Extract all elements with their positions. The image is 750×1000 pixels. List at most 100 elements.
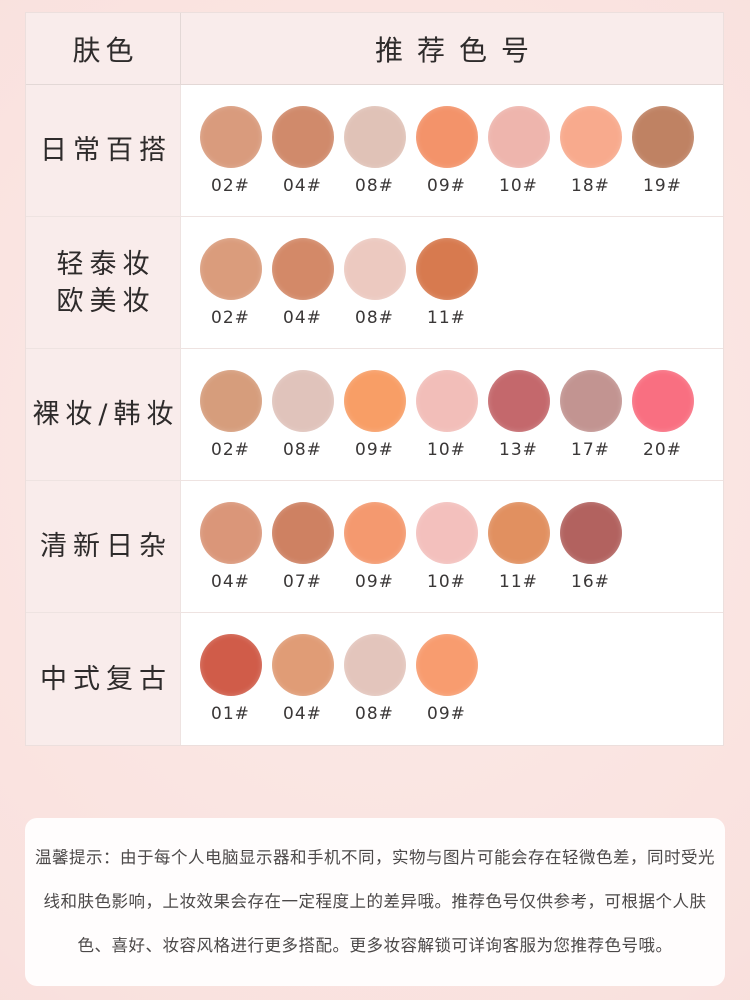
shade-circle-icon: [487, 105, 550, 168]
shade-swatch: 08#: [343, 634, 406, 724]
shade-code-label: 01#: [211, 704, 250, 724]
shade-swatch: 02#: [199, 105, 262, 196]
skin-tone-label-line: 轻泰妆: [56, 248, 156, 280]
shade-swatch: 04#: [271, 634, 334, 724]
shade-swatch: 07#: [271, 501, 334, 592]
shade-swatch: 17#: [559, 369, 622, 460]
skin-tone-label-line: 清新日杂: [40, 531, 172, 562]
table-row: 中式复古 01# 04# 08# 09#: [26, 613, 723, 745]
swatch-group: 02# 08# 09# 10# 13# 17# 20#: [181, 349, 723, 480]
shade-swatch: 01#: [199, 634, 262, 724]
shade-table: 肤色 推荐色号 日常百搭 02# 04# 08# 09# 10# 18# 19#…: [25, 12, 724, 746]
notice-card: 温馨提示：由于每个人电脑显示器和手机不同，实物与图片可能会存在轻微色差，同时受光…: [25, 818, 725, 986]
shade-circle-icon: [631, 369, 694, 432]
shade-code-label: 10#: [427, 571, 466, 592]
shade-circle-icon: [559, 501, 622, 564]
shade-circle-icon: [271, 501, 334, 564]
shade-swatch: 04#: [271, 105, 334, 196]
shade-code-label: 07#: [283, 571, 322, 592]
shade-swatch: 10#: [415, 369, 478, 460]
shade-swatch: 10#: [415, 501, 478, 592]
shade-code-label: 08#: [355, 307, 394, 328]
shade-code-label: 10#: [427, 439, 466, 460]
header-recommended-shades: 推荐色号: [374, 33, 543, 67]
shade-swatch: 13#: [487, 369, 550, 460]
shade-circle-icon: [271, 105, 334, 168]
shade-code-label: 19#: [643, 175, 682, 196]
shade-code-label: 09#: [355, 571, 394, 592]
shade-code-label: 08#: [355, 175, 394, 196]
shade-swatch: 08#: [271, 369, 334, 460]
shade-swatch: 16#: [559, 501, 622, 592]
shade-swatch: 19#: [631, 105, 694, 196]
shade-code-label: 09#: [427, 704, 466, 724]
shade-code-label: 08#: [283, 439, 322, 460]
skin-tone-label: 中式复古: [26, 613, 181, 745]
shade-circle-icon: [199, 501, 262, 564]
shade-code-label: 11#: [499, 571, 538, 592]
shade-swatch: 09#: [343, 501, 406, 592]
shade-circle-icon: [559, 105, 622, 168]
shade-swatch: 09#: [415, 105, 478, 196]
shade-swatch: 09#: [415, 634, 478, 724]
shade-circle-icon: [415, 501, 478, 564]
shade-circle-icon: [415, 237, 478, 300]
shade-circle-icon: [415, 369, 478, 432]
shade-code-label: 17#: [571, 439, 610, 460]
swatch-group: 04# 07# 09# 10# 11# 16#: [181, 481, 723, 612]
skin-tone-label-line: 裸妆/韩妆: [32, 399, 180, 430]
skin-tone-label: 轻泰妆 欧美妆: [26, 217, 181, 348]
shade-circle-icon: [343, 237, 406, 300]
shade-circle-icon: [199, 237, 262, 300]
skin-tone-label-line: 中式复古: [40, 663, 172, 695]
skin-tone-label-line: 日常百搭: [40, 135, 172, 166]
shade-circle-icon: [487, 501, 550, 564]
shade-code-label: 04#: [283, 307, 322, 328]
shade-code-label: 04#: [211, 571, 250, 592]
shade-swatch: 08#: [343, 105, 406, 196]
shade-code-label: 11#: [427, 307, 466, 328]
shade-swatch: 11#: [415, 237, 478, 328]
swatch-group: 02# 04# 08# 11#: [181, 217, 723, 348]
shade-circle-icon: [271, 634, 334, 696]
notice-line: 色、喜好、妆容风格进行更多搭配。更多妆容解锁可详询客服为您推荐色号哦。: [77, 936, 673, 955]
swatch-group: 01# 04# 08# 09#: [181, 613, 723, 745]
shade-circle-icon: [415, 634, 478, 696]
swatch-group: 02# 04# 08# 09# 10# 18# 19#: [181, 85, 723, 216]
skin-tone-label-line: 欧美妆: [56, 285, 156, 317]
shade-swatch: 09#: [343, 369, 406, 460]
shade-circle-icon: [199, 634, 262, 696]
shade-swatch: 11#: [487, 501, 550, 592]
table-row: 裸妆/韩妆 02# 08# 09# 10# 13# 17# 20#: [26, 349, 723, 481]
shade-code-label: 02#: [211, 307, 250, 328]
skin-tone-label: 清新日杂: [26, 481, 181, 612]
notice-line: 线和肤色影响，上妆效果会存在一定程度上的差异哦。推荐色号仅供参考，可根据个人肤: [43, 892, 707, 911]
shade-circle-icon: [199, 105, 262, 168]
shade-code-label: 16#: [571, 571, 610, 592]
shade-code-label: 09#: [355, 439, 394, 460]
shade-swatch: 04#: [271, 237, 334, 328]
shade-circle-icon: [415, 105, 478, 168]
shade-circle-icon: [559, 369, 622, 432]
shade-code-label: 10#: [499, 175, 538, 196]
shade-code-label: 02#: [211, 439, 250, 460]
table-row: 轻泰妆欧美妆 02# 04# 08# 11#: [26, 217, 723, 349]
table-row: 清新日杂 04# 07# 09# 10# 11# 16#: [26, 481, 723, 613]
skin-tone-label: 日常百搭: [26, 85, 181, 216]
shade-circle-icon: [343, 369, 406, 432]
shade-circle-icon: [271, 237, 334, 300]
shade-circle-icon: [631, 105, 694, 168]
shade-circle-icon: [271, 369, 334, 432]
shade-code-label: 20#: [643, 439, 682, 460]
shade-circle-icon: [343, 105, 406, 168]
shade-circle-icon: [199, 369, 262, 432]
shade-code-label: 13#: [499, 439, 538, 460]
shade-swatch: 08#: [343, 237, 406, 328]
shade-swatch: 18#: [559, 105, 622, 196]
shade-swatch: 02#: [199, 237, 262, 328]
shade-code-label: 09#: [427, 175, 466, 196]
shade-swatch: 20#: [631, 369, 694, 460]
shade-swatch: 02#: [199, 369, 262, 460]
header-skin-tone: 肤色: [26, 13, 181, 84]
